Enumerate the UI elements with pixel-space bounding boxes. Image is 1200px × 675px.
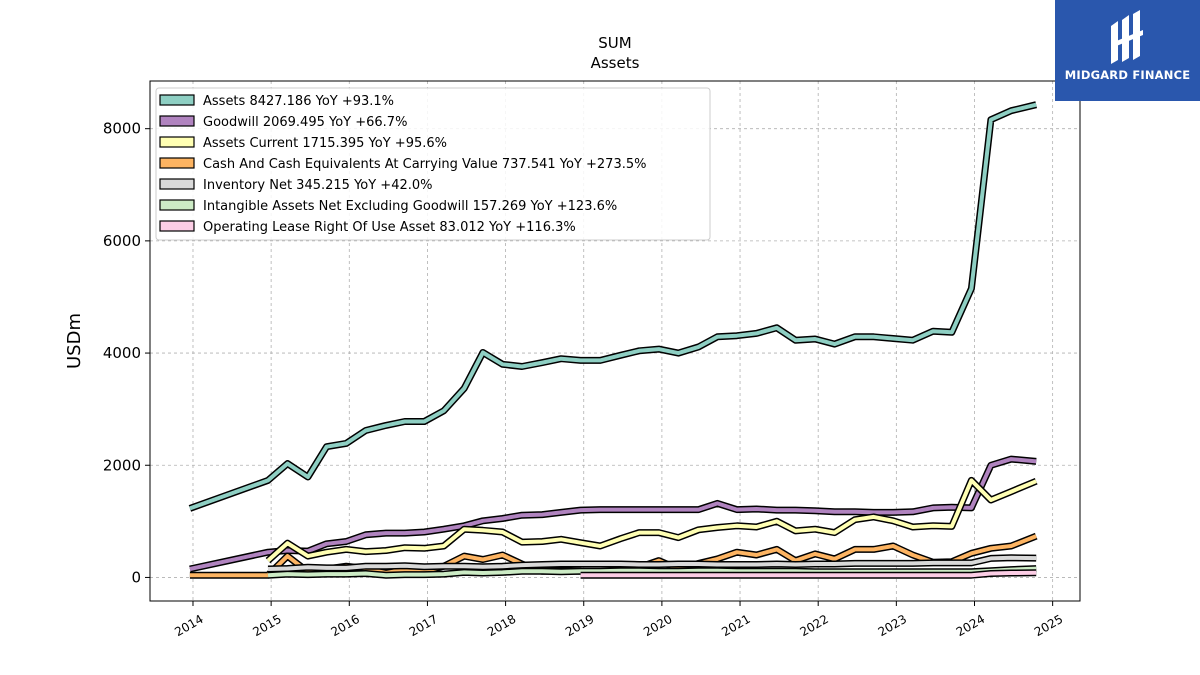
chart-title: SUM bbox=[598, 34, 631, 52]
y-tick-label: 4000 bbox=[103, 344, 141, 362]
y-tick-label: 6000 bbox=[103, 232, 141, 250]
x-tick-label: 2022 bbox=[797, 612, 830, 639]
legend-label: Intangible Assets Net Excluding Goodwill… bbox=[203, 199, 617, 214]
brand-logo: MIDGARD FINANCE bbox=[1055, 0, 1200, 101]
series-7-line bbox=[580, 569, 1037, 579]
brand-logo-icon bbox=[1111, 10, 1143, 64]
legend-label: Inventory Net 345.215 YoY +42.0% bbox=[203, 178, 433, 193]
x-tick-label: 2015 bbox=[250, 612, 283, 639]
legend-swatch bbox=[159, 115, 195, 127]
legend-label: Assets 8427.186 YoY +93.1% bbox=[203, 94, 394, 109]
x-axis: 2014 2015 2016 2017 2018 2019 2020 2021 2022 2023… bbox=[172, 601, 1065, 639]
series-stroke bbox=[189, 102, 1037, 511]
x-tick-label: 2014 bbox=[172, 612, 205, 639]
brand-logo-text: MIDGARD FINANCE bbox=[1064, 68, 1191, 82]
legend-label: Goodwill 2069.495 YoY +66.7% bbox=[203, 115, 407, 130]
x-tick-label: 2020 bbox=[641, 612, 674, 639]
legend-swatch bbox=[159, 178, 195, 190]
legend-swatch bbox=[159, 199, 195, 211]
series-outline bbox=[265, 476, 1038, 564]
y-axis-label: USDm bbox=[64, 313, 85, 369]
legend-swatch bbox=[159, 220, 195, 232]
x-tick-label: 2016 bbox=[329, 612, 362, 639]
chart-subtitle: Assets bbox=[591, 54, 640, 72]
y-axis: 0 2000 4000 6000 8000 bbox=[103, 120, 150, 586]
x-tick-label: 2019 bbox=[563, 612, 596, 639]
x-tick-label: 2024 bbox=[954, 612, 987, 639]
series-stroke bbox=[267, 555, 1037, 571]
series-1-line bbox=[188, 101, 1038, 512]
x-tick-label: 2025 bbox=[1032, 612, 1065, 639]
legend-label: Operating Lease Right Of Use Asset 83.01… bbox=[203, 220, 576, 235]
series-stroke bbox=[189, 457, 1037, 571]
y-tick-label: 2000 bbox=[103, 456, 141, 474]
legend-box bbox=[155, 87, 711, 241]
legend-label: Cash And Cash Equivalents At Carrying Va… bbox=[203, 157, 646, 172]
series-stroke bbox=[266, 478, 1037, 563]
x-tick-label: 2017 bbox=[407, 612, 440, 639]
legend-label: Assets Current 1715.395 YoY +95.6% bbox=[203, 136, 447, 151]
series-lines bbox=[188, 101, 1038, 579]
x-tick-label: 2021 bbox=[719, 612, 752, 639]
plot-frame bbox=[149, 80, 1081, 602]
legend: Assets 8427.186 YoY +93.1% Goodwill 2069.… bbox=[155, 87, 711, 241]
series-5-line bbox=[267, 554, 1037, 573]
legend-swatch bbox=[159, 94, 195, 106]
series-2-line bbox=[189, 455, 1037, 573]
series-stroke bbox=[580, 570, 1037, 578]
y-tick-label: 8000 bbox=[103, 120, 141, 138]
legend-swatch bbox=[159, 136, 195, 148]
series-3-line bbox=[265, 476, 1038, 564]
legend-swatch bbox=[159, 157, 195, 169]
x-tick-label: 2018 bbox=[485, 612, 518, 639]
x-tick-label: 2023 bbox=[876, 612, 909, 639]
y-tick-label: 0 bbox=[131, 568, 141, 586]
